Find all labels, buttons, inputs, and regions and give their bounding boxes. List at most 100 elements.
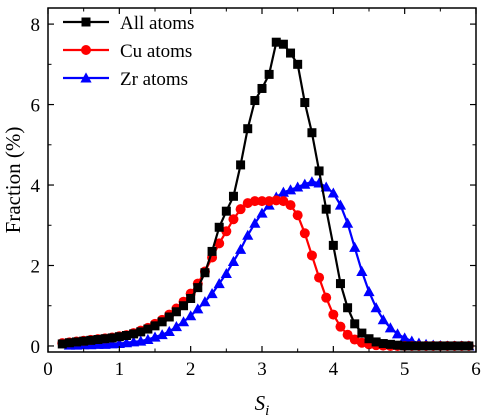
y-tick-label: 2 bbox=[31, 256, 41, 277]
data-point bbox=[400, 341, 410, 351]
data-point bbox=[157, 317, 167, 327]
data-point bbox=[307, 128, 317, 138]
data-point bbox=[286, 48, 296, 58]
y-axis-title: Fraction (%) bbox=[1, 127, 25, 234]
data-point bbox=[264, 69, 274, 79]
legend: All atoms Cu atoms Zr atoms bbox=[63, 13, 194, 90]
data-point bbox=[170, 321, 182, 332]
data-point bbox=[150, 321, 160, 331]
legend-item: Cu atoms bbox=[63, 41, 192, 62]
data-point bbox=[349, 241, 361, 252]
data-point bbox=[377, 314, 389, 325]
data-point bbox=[192, 303, 204, 314]
series-line bbox=[62, 199, 469, 348]
data-point bbox=[257, 196, 267, 207]
data-point bbox=[220, 267, 232, 279]
data-point bbox=[213, 278, 225, 289]
data-point bbox=[186, 293, 196, 303]
legend-marker bbox=[81, 45, 91, 55]
data-point bbox=[385, 339, 395, 349]
x-tick-label: 4 bbox=[329, 359, 339, 380]
data-point bbox=[136, 327, 146, 337]
data-point bbox=[214, 238, 225, 249]
data-point bbox=[156, 329, 168, 340]
data-point bbox=[371, 337, 381, 347]
data-point bbox=[306, 176, 318, 187]
plot-area bbox=[57, 37, 475, 351]
data-point bbox=[185, 310, 197, 321]
data-point bbox=[235, 243, 247, 254]
data-point bbox=[235, 204, 246, 215]
data-point bbox=[271, 37, 281, 47]
data-point bbox=[206, 288, 218, 299]
data-point bbox=[328, 240, 338, 250]
data-point bbox=[378, 339, 388, 349]
data-point bbox=[435, 341, 445, 351]
x-tick-label: 3 bbox=[257, 359, 267, 380]
legend-label: Cu atoms bbox=[120, 41, 192, 62]
data-point bbox=[414, 341, 424, 351]
data-point bbox=[228, 191, 238, 201]
data-point bbox=[278, 39, 288, 49]
data-point bbox=[284, 184, 297, 195]
data-point bbox=[363, 286, 375, 297]
x-tick-label: 2 bbox=[186, 359, 196, 380]
x-tick-label: 1 bbox=[115, 359, 125, 380]
legend-marker bbox=[80, 72, 92, 83]
data-point bbox=[256, 207, 268, 218]
data-point bbox=[285, 200, 296, 211]
data-point bbox=[64, 338, 74, 348]
data-point bbox=[314, 166, 324, 176]
data-point bbox=[193, 283, 203, 293]
legend-marker bbox=[81, 17, 91, 27]
data-point bbox=[72, 337, 82, 347]
data-point bbox=[464, 341, 474, 351]
x-tick-label: 0 bbox=[43, 359, 53, 380]
data-point bbox=[327, 187, 339, 198]
data-point bbox=[421, 341, 431, 351]
data-point bbox=[121, 331, 131, 341]
data-point bbox=[228, 214, 239, 225]
legend-item: All atoms bbox=[63, 13, 194, 34]
data-point bbox=[342, 329, 353, 340]
legend-label: All atoms bbox=[120, 13, 194, 34]
data-point bbox=[457, 341, 467, 351]
data-point bbox=[86, 335, 96, 345]
data-point bbox=[200, 268, 210, 278]
data-point bbox=[343, 303, 353, 313]
axes: 0 1 2 3 4 5 6 0 2 4 6 8 Si Fraction (%) bbox=[1, 7, 481, 419]
data-point bbox=[384, 322, 396, 333]
data-point bbox=[335, 321, 346, 332]
data-point bbox=[321, 292, 332, 303]
data-point bbox=[242, 229, 254, 240]
y-tick-label: 0 bbox=[31, 337, 41, 358]
data-point bbox=[107, 333, 117, 343]
data-point bbox=[292, 210, 303, 221]
data-point bbox=[257, 83, 267, 93]
data-point bbox=[442, 341, 452, 351]
data-point bbox=[114, 332, 124, 342]
data-point bbox=[356, 265, 368, 277]
x-tick-label: 6 bbox=[471, 359, 481, 380]
data-point bbox=[163, 325, 175, 336]
data-point bbox=[143, 324, 153, 334]
series-all-atoms bbox=[57, 37, 474, 351]
data-point bbox=[292, 181, 304, 192]
data-point bbox=[407, 341, 417, 351]
data-point bbox=[393, 340, 403, 350]
data-point bbox=[129, 329, 139, 339]
data-point bbox=[214, 222, 224, 232]
data-point bbox=[249, 196, 260, 207]
data-point bbox=[243, 124, 253, 134]
data-point bbox=[199, 296, 211, 307]
data-point bbox=[428, 341, 438, 351]
data-point bbox=[370, 302, 382, 313]
x-axis-title: Si bbox=[255, 391, 270, 419]
y-tick-label: 8 bbox=[31, 15, 41, 36]
legend-item: Zr atoms bbox=[63, 69, 188, 90]
data-point bbox=[321, 204, 331, 214]
data-point bbox=[293, 59, 303, 69]
data-point bbox=[334, 199, 347, 210]
data-point bbox=[314, 272, 325, 283]
